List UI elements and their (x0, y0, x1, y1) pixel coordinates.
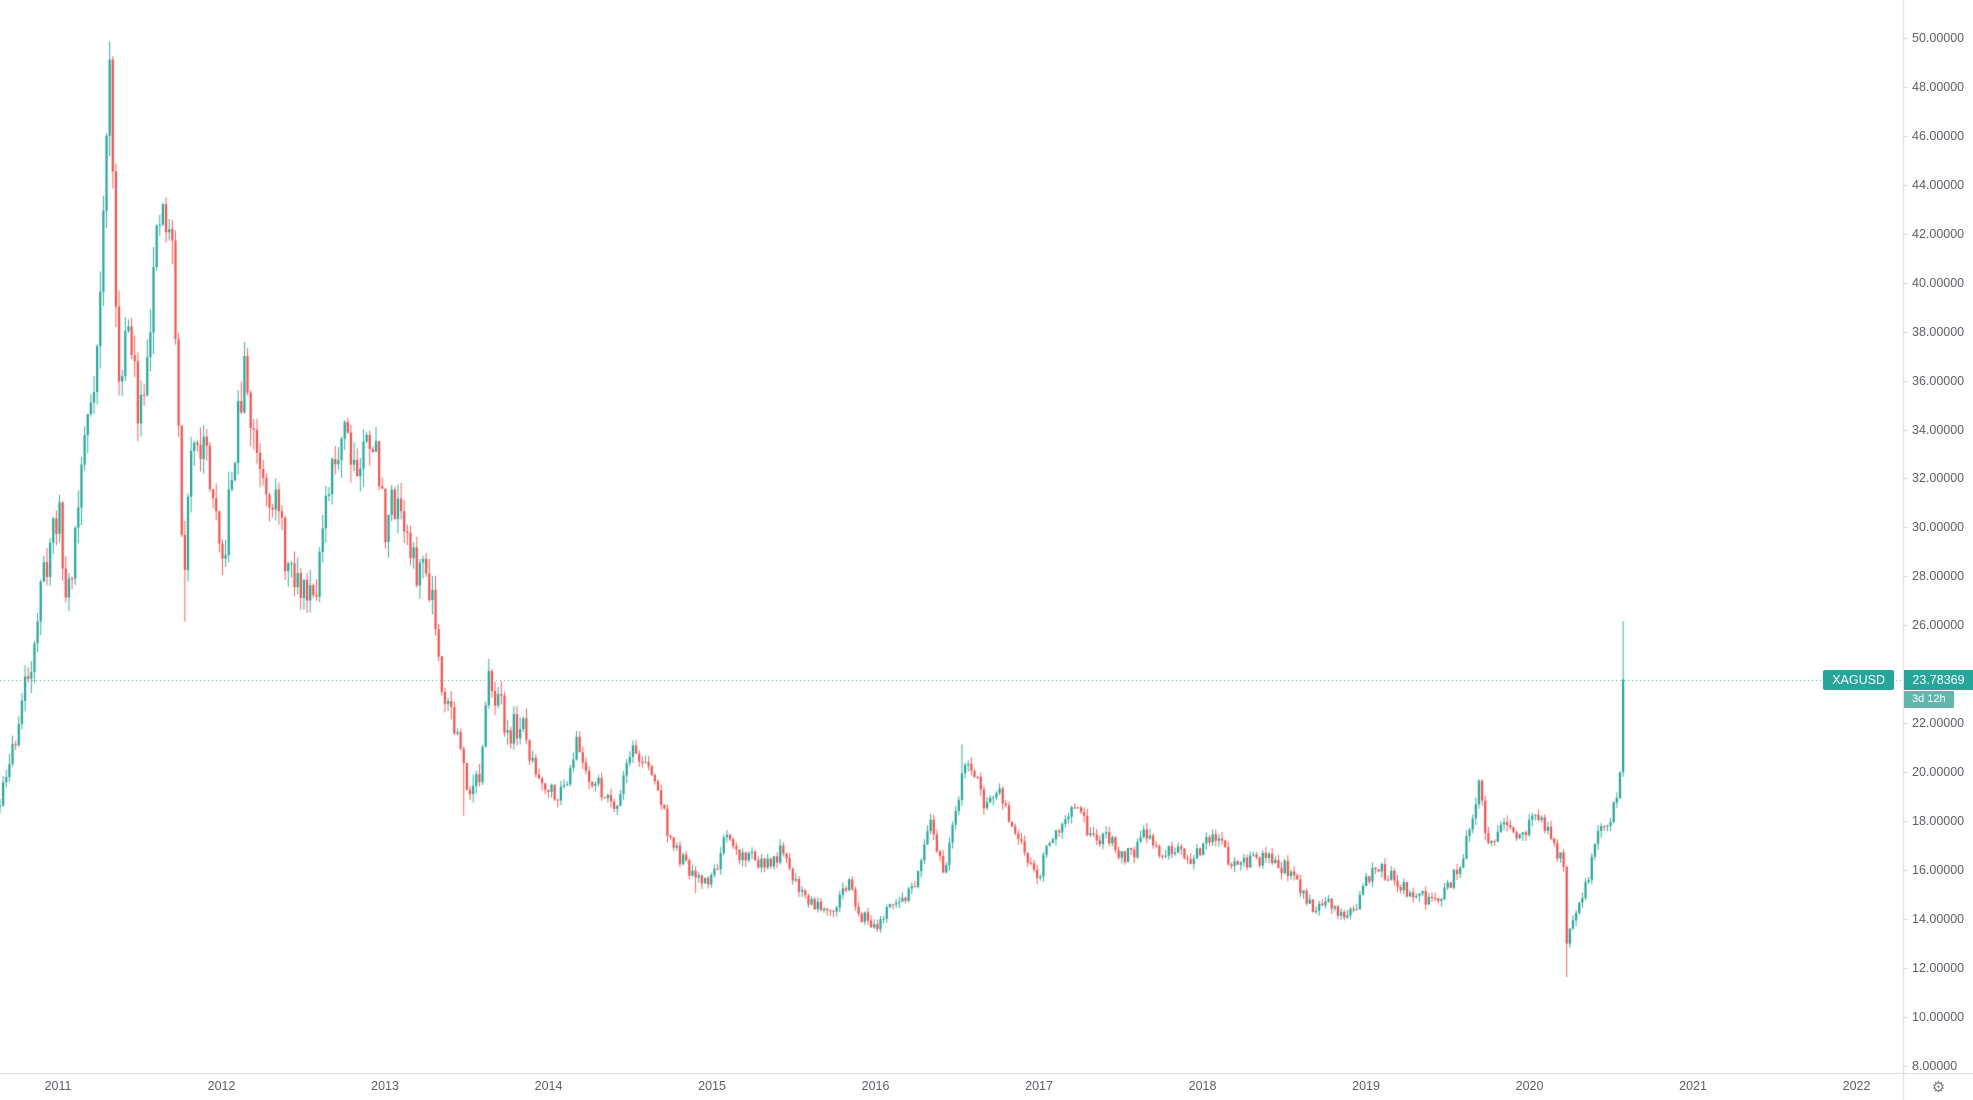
time-tick-label: 2018 (1188, 1079, 1217, 1093)
price-tick-label: 8.00000 (1912, 1058, 1958, 1073)
price-tick-label: 36.00000 (1912, 373, 1965, 388)
price-tick-label: 22.00000 (1912, 716, 1965, 731)
time-tick-label: 2019 (1352, 1079, 1380, 1093)
price-tick-label: 46.00000 (1912, 128, 1965, 143)
time-tick-label: 2015 (698, 1079, 726, 1093)
time-axis[interactable]: 2011 2012 2013 2014 2015 2016 2017 2018 2019 2020… (0, 1074, 1903, 1100)
time-tick-label: 2012 (207, 1079, 236, 1093)
price-tick-label: 50.00000 (1912, 30, 1965, 45)
time-tick-label: 2016 (861, 1079, 890, 1093)
price-tick-label: 20.00000 (1912, 765, 1965, 780)
price-tick-label: 44.00000 (1912, 177, 1965, 192)
time-tick-label: 2017 (1025, 1079, 1053, 1093)
time-tick-label: 2013 (371, 1079, 399, 1093)
price-tick-label: 28.00000 (1912, 569, 1965, 584)
price-tick-label: 48.00000 (1912, 79, 1965, 94)
bar-countdown-badge: 3d 12h (1904, 690, 1954, 708)
time-tick-label: 2020 (1515, 1079, 1544, 1093)
price-tick-label: 42.00000 (1912, 226, 1965, 241)
time-tick-label: 2022 (1842, 1079, 1871, 1093)
price-tick-label: 30.00000 (1912, 520, 1965, 535)
time-tick-label: 2011 (44, 1079, 72, 1093)
axis-corner: ⚙ (1904, 1074, 1973, 1100)
symbol-price-flag: XAGUSD (1823, 669, 1894, 690)
price-tick-label: 40.00000 (1912, 275, 1965, 290)
price-tick-label: 38.00000 (1912, 324, 1965, 339)
price-tick-label: 12.00000 (1912, 961, 1965, 975)
price-axis[interactable]: 8.00000 10.00000 12.00000 14.00000 16.00000 1… (1904, 0, 1973, 1073)
price-tick-label: 16.00000 (1912, 863, 1965, 878)
price-tick-label: 10.00000 (1912, 1009, 1965, 1024)
price-scale-settings-gear-icon[interactable]: ⚙ (1931, 1078, 1946, 1096)
price-tick-label: 34.00000 (1912, 422, 1965, 437)
price-tick-label: 26.00000 (1912, 618, 1965, 633)
last-price-badge: 23.78369 (1904, 669, 1973, 690)
price-tick-label: 32.00000 (1912, 471, 1965, 486)
time-tick-label: 2021 (1679, 1079, 1707, 1093)
price-tick-label: 18.00000 (1912, 814, 1965, 829)
time-tick-label: 2014 (534, 1079, 563, 1093)
price-tick-label: 14.00000 (1912, 912, 1965, 927)
